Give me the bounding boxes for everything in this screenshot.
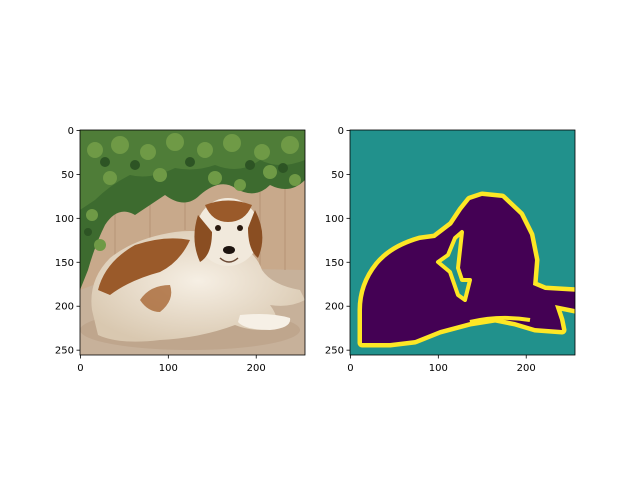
dog-eye-right [237,225,243,231]
photo-y-tick-label: 0 [68,126,74,137]
mask-y-tick-label: 0 [338,126,344,137]
mask-frame [349,129,576,356]
dog-ear-right [248,210,263,258]
mask-panel: 0 100 200 0 50 100 150 200 250 [325,126,576,374]
dog-ear-left [194,215,212,262]
photo-y-tick-label: 200 [55,302,74,313]
dog-back-patch [98,238,190,295]
photo-y-tick-label: 250 [55,346,74,357]
photo-x-tick-label: 200 [247,363,266,374]
mask-x-tick-label: 100 [429,363,448,374]
photo-x-tick-label: 0 [77,363,83,374]
dog-photo [80,130,305,355]
photo-y-axis: 0 50 100 150 200 250 [55,126,80,357]
mask-y-tick-label: 150 [325,258,344,269]
photo-x-tick-label: 100 [159,363,178,374]
mask-x-axis: 0 100 200 [347,355,536,374]
mask-paw-line [469,315,531,324]
mask-y-axis: 0 50 100 150 200 250 [325,126,350,357]
dog-hind-patch [140,285,172,312]
photo-panel: 0 100 200 0 50 100 150 200 250 [55,126,306,374]
segmentation-mask [350,130,575,355]
dog-eye-left [215,225,221,231]
mask-inner-boundary [436,230,472,302]
mask-y-tick-label: 200 [325,302,344,313]
photo-y-tick-label: 150 [55,258,74,269]
dog-nose [223,246,235,254]
dog-mouth [219,257,239,263]
mask-y-tick-label: 250 [325,346,344,357]
photo-x-axis: 0 100 200 [77,355,266,374]
dog-head-patch [205,200,252,222]
mask-y-tick-label: 100 [325,214,344,225]
mask-y-tick-label: 50 [331,170,344,181]
photo-frame [79,129,306,356]
photo-y-tick-label: 50 [61,170,74,181]
mask-object [362,196,575,343]
mask-x-tick-label: 0 [347,363,353,374]
photo-dog [91,198,305,342]
dog-front-paws [238,314,291,330]
photo-y-tick-label: 100 [55,214,74,225]
mask-x-tick-label: 200 [517,363,536,374]
photo-foliage [80,130,305,290]
